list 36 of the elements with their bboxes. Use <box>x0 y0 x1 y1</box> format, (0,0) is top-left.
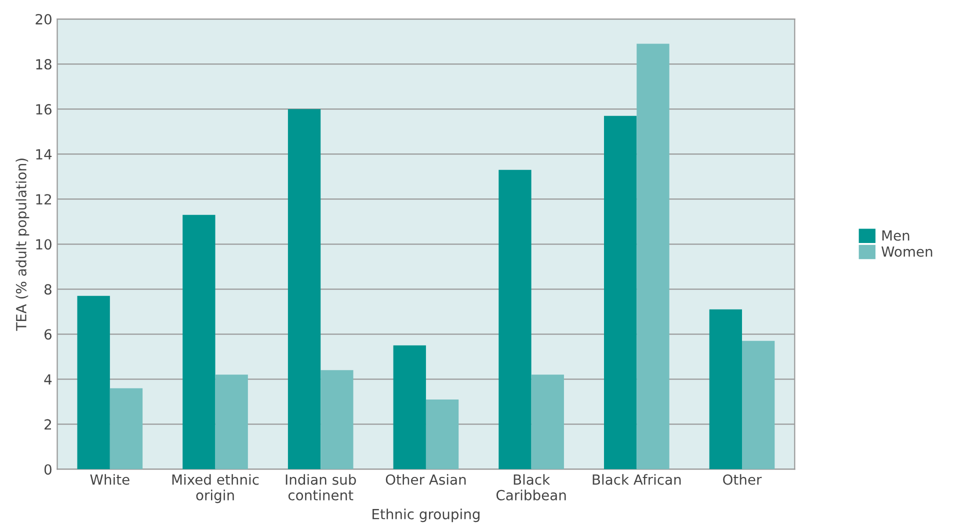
x-tick-label: Other Asian <box>386 474 466 485</box>
y-tick-label: 16 <box>36 104 52 115</box>
y-tick-label: 2 <box>44 419 51 430</box>
x-tick-label: Mixed ethnic origin <box>172 474 259 504</box>
y-axis-title: TEA (% adult population) <box>16 158 30 331</box>
legend-label: Women <box>881 246 932 257</box>
x-tick-label: White <box>90 474 130 485</box>
bar <box>393 345 426 470</box>
legend-label: Men <box>882 230 910 241</box>
x-tick-label: Indian sub continent <box>286 474 356 500</box>
x-tick-label: Black African <box>592 474 681 485</box>
y-tick-label: 18 <box>36 59 52 70</box>
y-tick-label: 10 <box>36 239 52 250</box>
bar <box>604 116 637 470</box>
bar <box>742 340 775 470</box>
y-tick-label: 6 <box>44 329 52 340</box>
bar <box>182 214 216 470</box>
bar <box>498 170 532 470</box>
bar <box>426 399 459 470</box>
bar <box>636 44 670 470</box>
bar <box>77 296 110 470</box>
y-tick-label: 14 <box>36 149 52 160</box>
x-tick-label: Black Caribbean <box>496 474 566 500</box>
bar <box>531 374 564 470</box>
x-tick-label: Other <box>723 474 762 485</box>
y-tick-label: 8 <box>44 284 52 295</box>
x-axis-title: Ethnic grouping <box>372 508 480 522</box>
y-tick-label: 12 <box>36 194 51 204</box>
bar <box>709 309 742 470</box>
y-tick-label: 20 <box>36 14 52 25</box>
bar <box>215 374 248 470</box>
y-tick-label: 0 <box>44 464 52 475</box>
bar <box>288 109 321 470</box>
bar <box>110 388 143 470</box>
bar <box>320 370 354 470</box>
y-tick-label: 4 <box>44 374 52 384</box>
